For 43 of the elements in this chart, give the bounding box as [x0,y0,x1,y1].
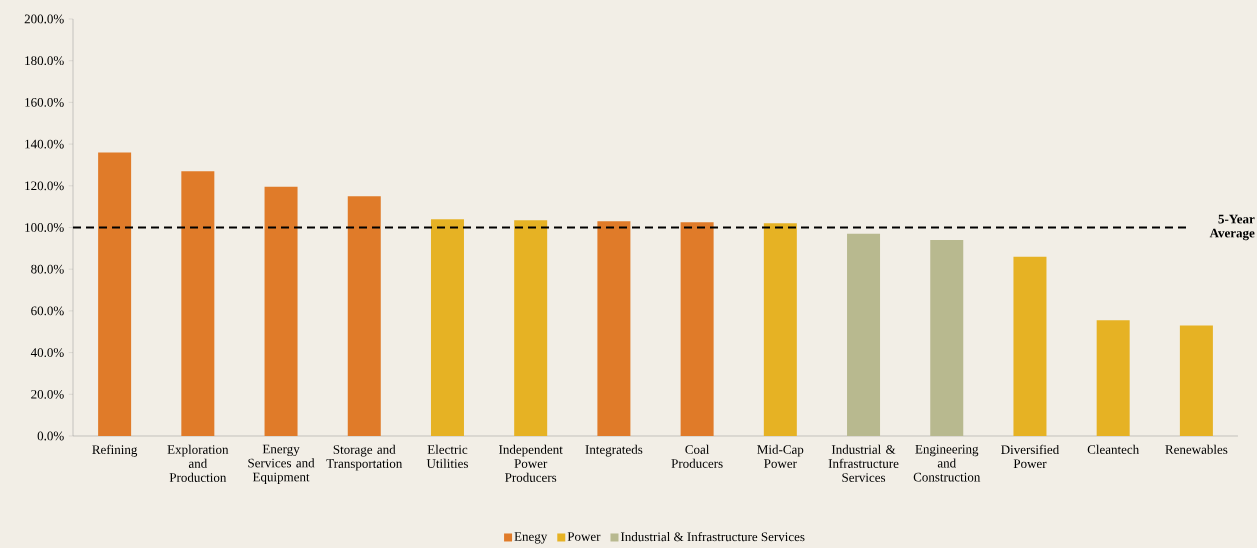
bar [1013,256,1047,436]
y-tick-label: 60.0% [31,306,64,316]
x-tick-label: Renewables [1165,444,1228,454]
y-tick-label: 100.0% [25,223,64,232]
x-tick-label: Exploration and Production [167,444,229,482]
bar [680,222,714,436]
x-tick-label: Engineering and Construction [913,444,981,482]
y-tick-label: 140.0% [25,139,64,149]
y-tick-label: 160.0% [25,97,64,107]
x-tick-label: Energy Services and Equipment [248,444,315,485]
ref-line-label: 5-Year Average [1209,214,1255,241]
legend-label: Industrial & Infrastructure Services [620,531,805,542]
x-tick-label: Diversified Power [1001,444,1060,469]
y-tick-label: 120.0% [25,181,64,191]
x-tick-label: Cleantech [1087,444,1140,454]
y-tick-label: 40.0% [30,348,64,358]
bar [181,171,215,436]
legend-label: Enegy [514,532,548,544]
x-tick-label: Coal Producers [671,444,723,468]
y-tick-label: 200.0% [24,14,64,24]
bar [1096,320,1130,436]
x-tick-label: Mid-Cap Power [757,444,804,468]
x-tick-label: Industrial & Infrastructure Services [828,444,899,482]
x-tick-label: Refining [92,444,138,457]
bar [347,196,381,436]
x-tick-label: Storage and Transportation [326,444,403,471]
y-tick-label: 0.0% [37,431,64,441]
legend-label: Power [567,532,601,541]
y-tick-label: 80.0% [31,264,64,274]
bar [930,240,964,436]
bar [847,233,881,436]
bar [264,186,298,436]
bar [597,221,631,436]
x-tick-label: Independent Power Producers [499,444,563,482]
x-tick-label: Electric Utilities [426,444,468,468]
bar [98,152,132,436]
y-tick-label: 180.0% [25,56,64,66]
y-tick-label: 20.0% [31,389,64,399]
bar [763,223,797,436]
x-tick-label: Integrateds [585,444,643,457]
bar [514,220,548,436]
bar [1179,325,1213,436]
bar [430,219,464,436]
